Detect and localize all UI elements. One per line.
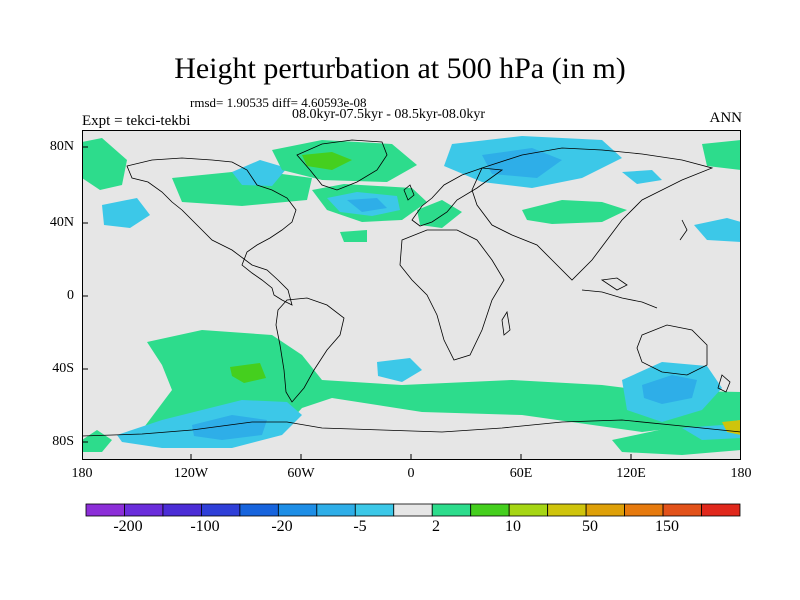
map-ticks [82,146,632,460]
colorbar-segment [508,503,549,517]
season-label: ANN [709,110,743,126]
colorbar-segment [470,503,510,517]
lon-tick-label: 180 [730,466,752,481]
colorbar-segment [662,503,702,517]
lat-tick-label: 80S [52,434,74,449]
colorbar-segment [547,503,587,517]
lon-tick-label: 180 [71,466,93,481]
lon-tick-label: 60E [509,466,533,481]
coastlines [82,139,741,437]
lon-tick-label: 120E [616,466,646,481]
shade-region [230,363,266,383]
colorbar-segment [701,503,741,517]
colorbar [85,503,741,517]
lat-tick-label: 40N [49,215,74,230]
map-panel [82,130,741,460]
shade-region [302,152,352,170]
shade-region [192,415,267,440]
colorbar-label: -5 [353,518,367,535]
shade-region [522,200,627,224]
lon-tick-label: 0 [407,466,415,481]
colorbar-segment [431,503,472,517]
colorbar-label: 10 [505,518,521,535]
shade-region [702,140,741,170]
lon-tick-label: 120W [173,466,209,481]
rmsd-diff-label: rmsd= 1.90535 diff= 4.60593e-08 [190,95,367,110]
shade-region [622,170,662,184]
colorbar-label: 150 [655,518,679,535]
colorbar-segment [316,503,356,517]
colorbar-segment [277,503,318,517]
colorbar-segment [201,503,241,517]
shade-region [340,230,367,242]
colorbar-label: 2 [432,518,440,535]
lat-tick-label: 0 [67,288,74,303]
colorbar-segment [393,503,433,517]
period-label: 08.0kyr-07.5kyr - 08.5kyr-08.0kyr [292,107,486,122]
colorbar-label: -200 [113,518,143,535]
colorbar-segment [85,503,125,517]
colorbar-segment [124,503,164,517]
colorbar-segment [624,503,664,517]
colorbar-segment [239,503,279,517]
colorbar-segment [585,503,625,517]
plot-title: Height perturbation at 500 hPa (in m) [174,52,626,85]
shade-region [232,160,287,186]
shade-region [482,148,562,178]
shade-region [694,218,741,242]
colorbar-label: -100 [190,518,220,535]
lon-tick-label: 60W [287,466,315,481]
lat-tick-label: 40S [52,361,74,376]
shade-region [82,138,127,190]
colorbar-segment [162,503,202,517]
shade-region [347,198,387,212]
anomaly-shading [82,136,741,455]
shade-region [102,198,150,228]
lat-tick-label: 80N [49,139,74,154]
experiment-label: Expt = tekci-tekbi [82,113,191,129]
colorbar-label: -20 [271,518,293,535]
colorbar-segment [354,503,395,517]
colorbar-label: 50 [582,518,598,535]
shade-region [642,375,697,404]
shade-region [377,358,422,382]
